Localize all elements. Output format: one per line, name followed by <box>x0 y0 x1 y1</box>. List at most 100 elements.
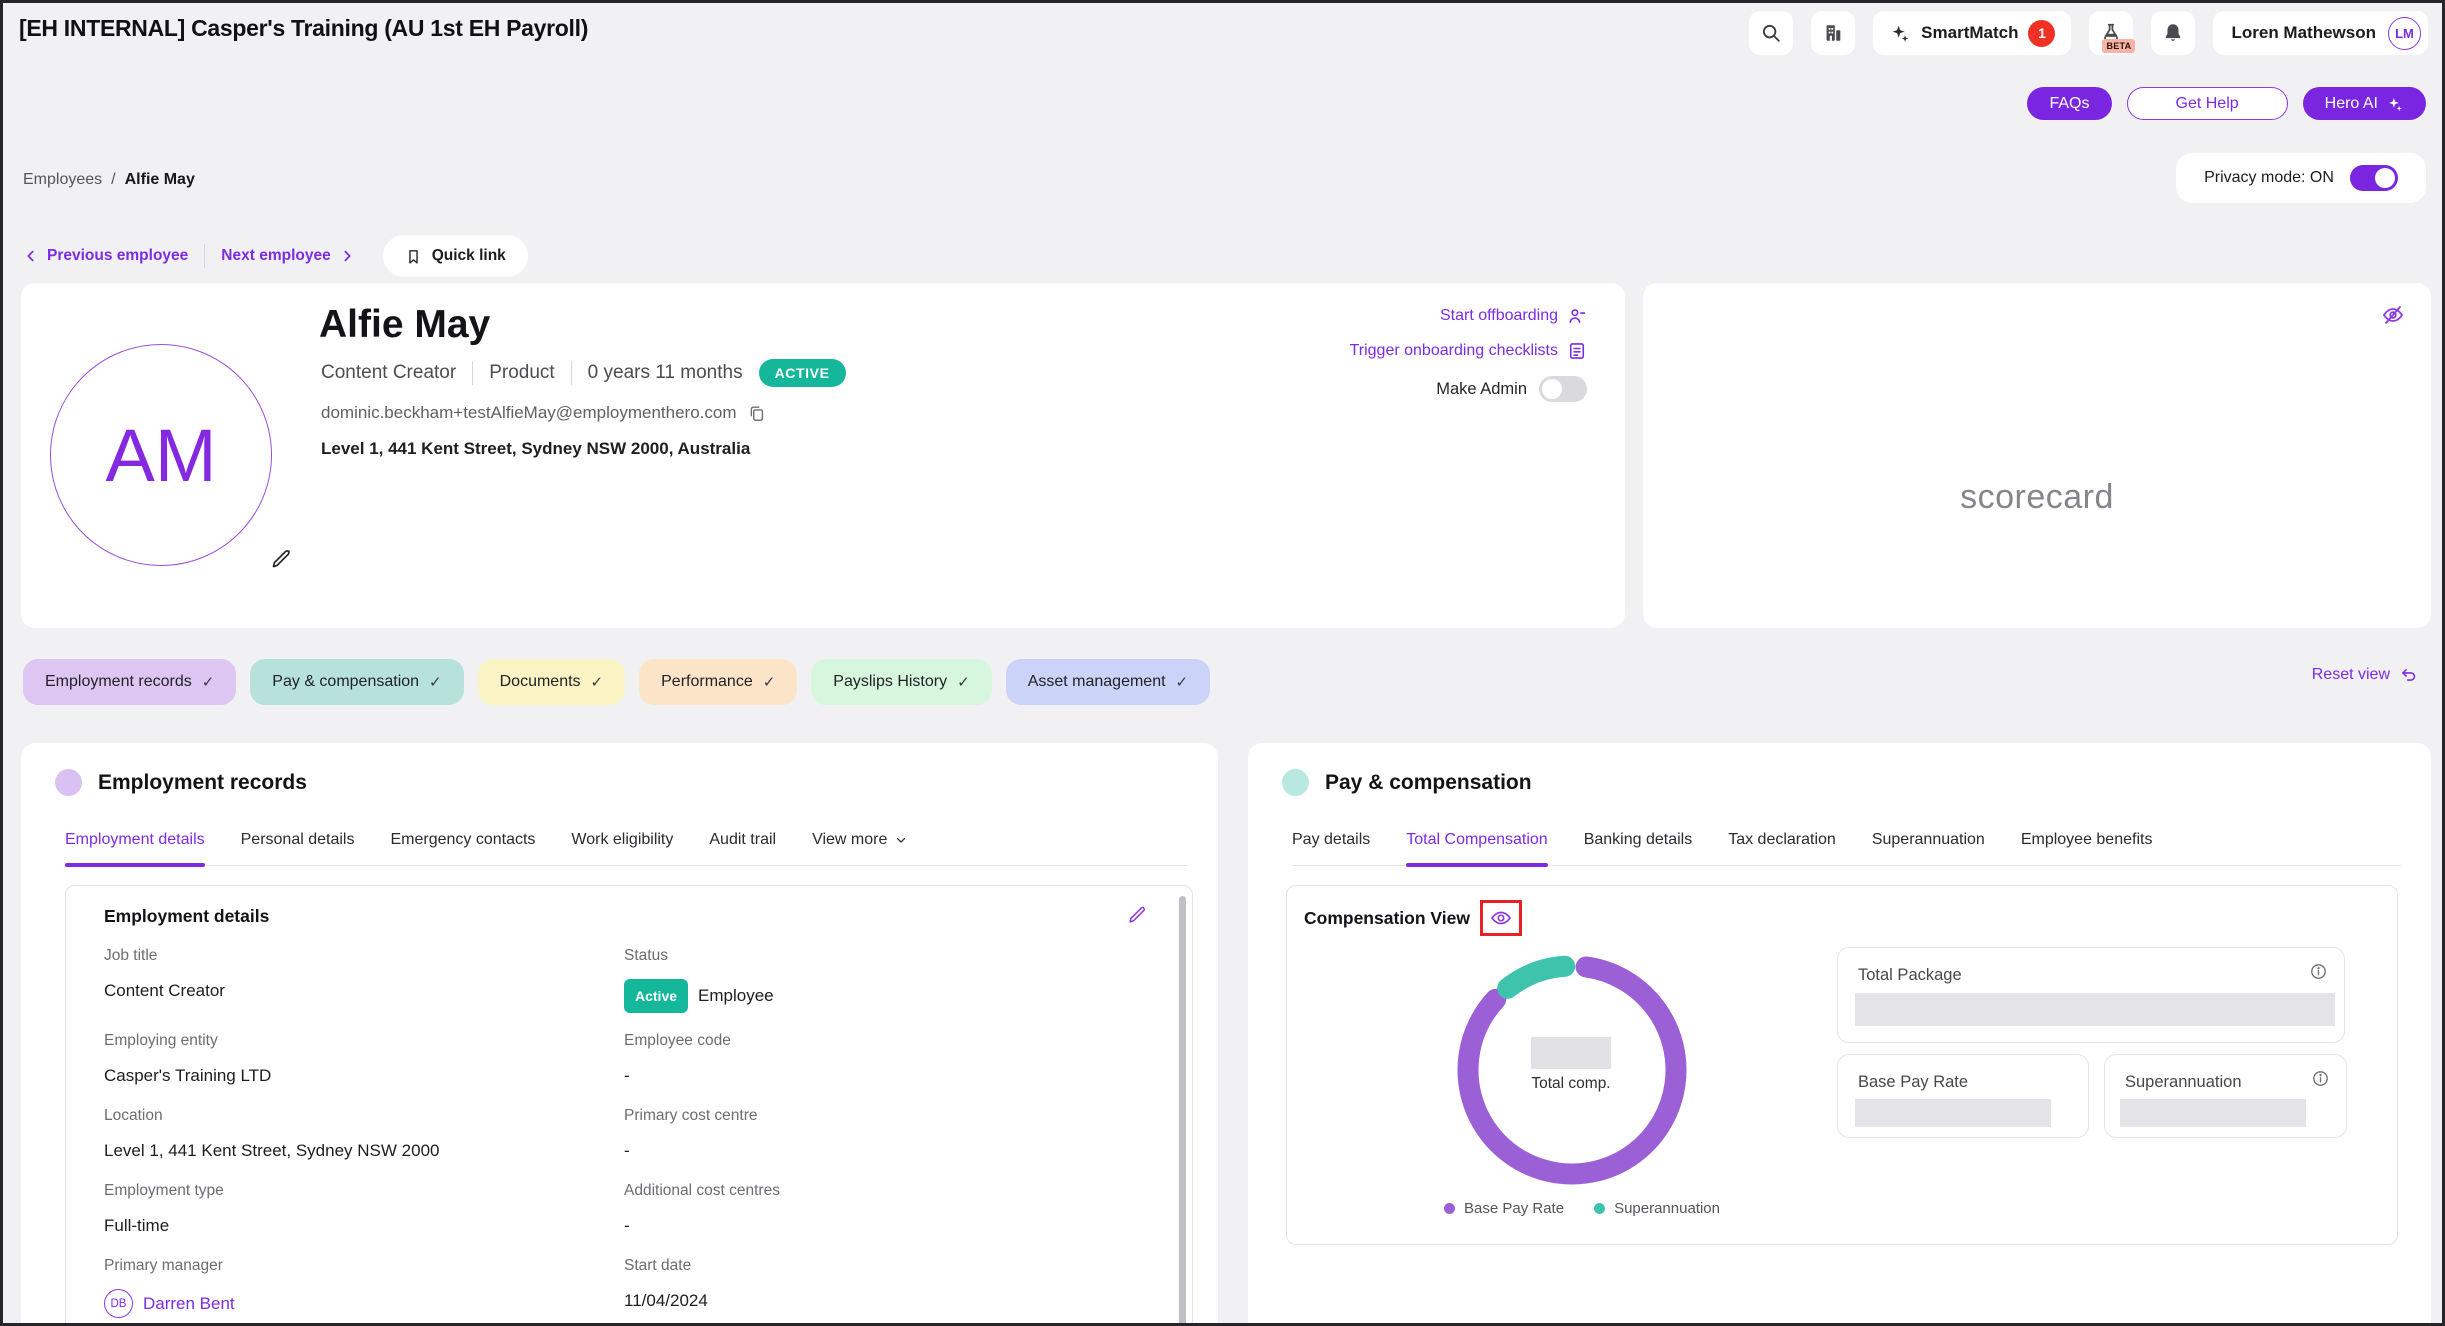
check-icon: ✓ <box>762 674 776 691</box>
previous-employee-label: Previous employee <box>47 247 189 264</box>
masked-value-bar <box>1855 993 2335 1026</box>
quick-link-button[interactable]: Quick link <box>382 235 528 277</box>
field-value: Level 1, 441 Kent Street, Sydney NSW 200… <box>104 1141 440 1160</box>
employee-meta: Content Creator Product 0 years 11 month… <box>321 359 846 387</box>
job-title: Content Creator <box>321 362 457 383</box>
total-package-card: Total Package <box>1837 947 2345 1043</box>
tab-view-more[interactable]: View more <box>812 831 908 849</box>
chip-payslips-history[interactable]: Payslips History ✓ <box>811 659 992 705</box>
tab-work-eligibility[interactable]: Work eligibility <box>571 831 674 848</box>
tab-pay-details[interactable]: Pay details <box>1292 831 1371 848</box>
tab-personal-details[interactable]: Personal details <box>240 831 355 848</box>
scrollbar[interactable] <box>1179 896 1186 1323</box>
user-menu[interactable]: Loren Mathewson LM <box>2213 11 2428 55</box>
tab-employment-details[interactable]: Employment details <box>65 831 205 867</box>
field-job-title: Job title Content Creator <box>104 946 624 1013</box>
edit-pencil-icon[interactable] <box>1126 904 1148 926</box>
tab-superannuation[interactable]: Superannuation <box>1871 831 1985 848</box>
eye-off-icon[interactable] <box>2381 303 2405 327</box>
privacy-mode-toggle[interactable] <box>2349 165 2398 191</box>
section-chips: Employment records ✓ Pay & compensation ✓ … <box>23 659 1211 705</box>
compensation-visibility-highlight <box>1479 900 1522 936</box>
organisation-button[interactable] <box>1811 11 1856 55</box>
scorecard-placeholder: scorecard <box>1960 478 2114 516</box>
chip-label: Asset management <box>1027 673 1166 690</box>
chip-label: Employment records <box>45 673 192 690</box>
employment-records-tabs: Employment details Personal details Emer… <box>65 831 1188 867</box>
manager-link[interactable]: Darren Bent <box>143 1293 235 1313</box>
breadcrumb-separator: / <box>111 171 116 188</box>
tab-banking-details[interactable]: Banking details <box>1583 831 1693 848</box>
previous-employee-button[interactable]: Previous employee <box>23 247 188 265</box>
edit-avatar-pencil-icon[interactable] <box>269 547 293 571</box>
info-icon[interactable] <box>2309 962 2328 981</box>
employment-details-fields: Job title Content Creator Status Active … <box>104 946 1124 1323</box>
tab-employee-benefits[interactable]: Employee benefits <box>2020 831 2153 848</box>
chip-pay-compensation[interactable]: Pay & compensation ✓ <box>250 659 464 705</box>
employee-avatar[interactable]: AM <box>50 344 272 566</box>
field-label: Employment type <box>104 1182 224 1199</box>
divider <box>204 244 206 268</box>
chip-asset-management[interactable]: Asset management ✓ <box>1005 659 1211 705</box>
pay-compensation-card: Pay & compensation Pay details Total Com… <box>1248 743 2431 1323</box>
toggle-knob <box>1542 379 1562 399</box>
legend-dot <box>1444 1203 1455 1214</box>
bell-icon <box>2162 22 2184 44</box>
donut-segment-base-pay <box>1457 955 1687 1185</box>
scrollbar-thumb[interactable] <box>1179 896 1186 1323</box>
chip-documents[interactable]: Documents ✓ <box>477 659 626 705</box>
chip-label: Performance <box>661 673 753 690</box>
field-label: Location <box>104 1107 163 1124</box>
tab-audit-trail[interactable]: Audit trail <box>709 831 777 848</box>
employee-address: Level 1, 441 Kent Street, Sydney NSW 200… <box>321 439 751 458</box>
notifications-button[interactable] <box>2151 11 2196 55</box>
make-admin-toggle[interactable] <box>1539 376 1587 402</box>
smartmatch-count-badge: 1 <box>2028 19 2056 47</box>
trigger-onboarding-checklists-link[interactable]: Trigger onboarding checklists <box>1257 341 1587 361</box>
legend-label: Base Pay Rate <box>1464 1200 1565 1217</box>
donut-center-label: Total comp. <box>1531 1075 1611 1092</box>
search-button[interactable] <box>1749 11 1794 55</box>
tab-tax-declaration[interactable]: Tax declaration <box>1728 831 1836 848</box>
tenure: 0 years 11 months <box>587 362 743 383</box>
tab-emergency-contacts[interactable]: Emergency contacts <box>390 831 536 848</box>
make-admin-label: Make Admin <box>1436 379 1527 398</box>
labs-beta-button[interactable]: BETA <box>2089 11 2136 55</box>
base-pay-rate-card: Base Pay Rate <box>1837 1054 2089 1138</box>
compensation-view-panel: Compensation View Total comp. Base <box>1286 885 2398 1245</box>
copy-icon[interactable] <box>747 404 766 423</box>
smartmatch-button[interactable]: SmartMatch 1 <box>1873 11 2072 55</box>
field-primary-manager: Primary manager DB Darren Bent <box>104 1256 624 1318</box>
chip-label: Payslips History <box>833 673 948 690</box>
field-employment-type: Employment type Full-time <box>104 1181 624 1238</box>
app-title: [EH INTERNAL] Casper's Training (AU 1st … <box>19 15 589 41</box>
hero-ai-button[interactable]: Hero AI <box>2302 87 2426 120</box>
hero-ai-label: Hero AI <box>2324 94 2378 112</box>
reset-view-button[interactable]: Reset view <box>2312 665 2418 684</box>
faqs-button[interactable]: FAQs <box>2027 87 2112 120</box>
field-label: Employing entity <box>104 1032 218 1049</box>
info-icon[interactable] <box>2311 1069 2330 1088</box>
field-label: Primary cost centre <box>624 1107 758 1124</box>
field-additional-cost-centres: Additional cost centres - <box>624 1181 1124 1238</box>
eye-icon[interactable] <box>1489 906 1513 930</box>
pay-compensation-title: Pay & compensation <box>1325 770 1532 794</box>
employment-records-card: Employment records Employment details Pe… <box>21 743 1218 1323</box>
divider <box>472 361 474 385</box>
sparkle-icon <box>2386 95 2404 113</box>
next-employee-button[interactable]: Next employee <box>221 247 354 265</box>
start-offboarding-link[interactable]: Start offboarding <box>1257 306 1587 326</box>
start-offboarding-label: Start offboarding <box>1439 307 1558 324</box>
trigger-onboarding-label: Trigger onboarding checklists <box>1349 342 1558 359</box>
breadcrumb-parent[interactable]: Employees <box>23 171 103 188</box>
person-minus-icon <box>1567 306 1587 326</box>
masked-value-bar <box>2120 1099 2306 1127</box>
field-label: Primary manager <box>104 1257 223 1274</box>
chip-performance[interactable]: Performance ✓ <box>639 659 798 705</box>
checklist-document-icon <box>1567 341 1587 361</box>
search-icon <box>1760 22 1782 44</box>
tab-total-compensation[interactable]: Total Compensation <box>1406 831 1549 867</box>
base-pay-rate-label: Base Pay Rate <box>1858 1073 1969 1091</box>
chip-employment-records[interactable]: Employment records ✓ <box>23 659 237 705</box>
get-help-button[interactable]: Get Help <box>2126 87 2288 120</box>
